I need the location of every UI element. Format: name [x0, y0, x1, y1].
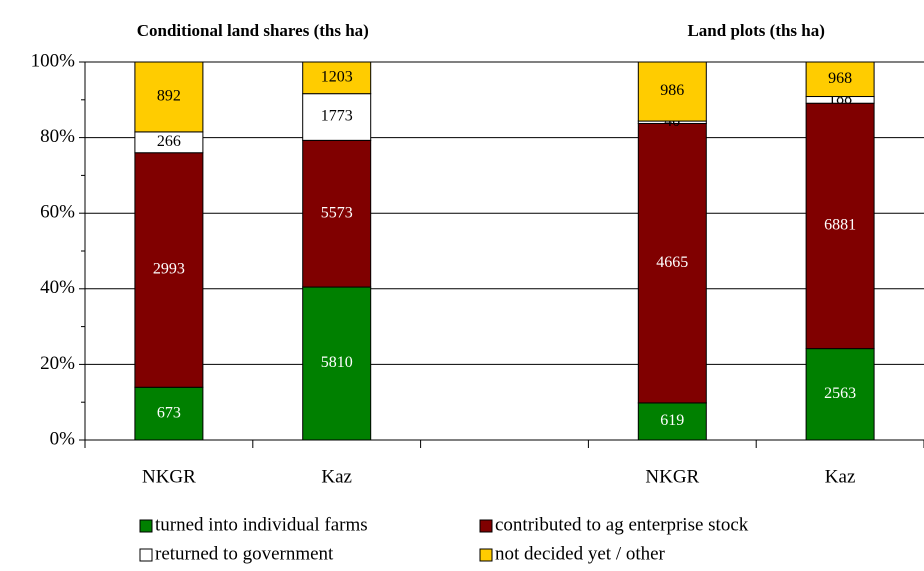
bar-segment: [805, 348, 875, 441]
x-tick-label: NKGR: [142, 466, 196, 487]
data-label: 1773: [321, 108, 353, 125]
y-tick-label: 40%: [40, 277, 75, 298]
legend-swatch: [139, 548, 153, 562]
bar-segment: [134, 61, 204, 133]
bar-segment: [302, 286, 372, 441]
legend-swatch: [479, 548, 493, 562]
bar-segment: [805, 61, 875, 98]
legend-swatch: [139, 519, 153, 533]
data-label: 673: [157, 404, 181, 421]
legend-swatch: [479, 519, 493, 533]
bar-segment: [134, 386, 204, 441]
y-tick-label: 20%: [40, 353, 75, 374]
bar-segment: [637, 122, 707, 404]
group-title: Conditional land shares (ths ha): [137, 21, 369, 40]
x-tick-label: NKGR: [645, 466, 699, 487]
y-tick-label: 100%: [31, 50, 76, 71]
bar-segment: [302, 139, 372, 288]
data-label: 2993: [153, 261, 185, 278]
y-tick-label: 60%: [40, 202, 75, 223]
data-label: 1203: [321, 69, 353, 86]
legend-label: contributed to ag enterprise stock: [495, 514, 749, 535]
data-label: 892: [157, 88, 181, 105]
x-tick-label: Kaz: [825, 466, 856, 487]
bar-segment: [805, 102, 875, 350]
data-label: 266: [157, 133, 181, 150]
data-label: 2563: [824, 385, 856, 402]
y-tick-label: 0%: [50, 428, 76, 449]
group-title: Land plots (ths ha): [687, 21, 824, 40]
data-label: 5573: [321, 204, 353, 221]
bar-segment: [134, 152, 204, 388]
data-label: 6881: [824, 217, 856, 234]
bar-segment: [637, 402, 707, 441]
bar-segment: [302, 61, 372, 95]
legend-label: not decided yet / other: [495, 543, 666, 564]
legend-label: returned to government: [155, 543, 334, 564]
data-label: 619: [660, 412, 684, 429]
data-label: 4665: [656, 254, 688, 271]
bar-segment: [302, 93, 372, 141]
y-tick-label: 80%: [40, 126, 75, 147]
data-label: 5810: [321, 354, 353, 371]
data-label: 986: [660, 82, 684, 99]
data-label: 968: [828, 70, 852, 87]
legend-label: turned into individual farms: [155, 514, 368, 535]
bar-segment: [637, 61, 707, 122]
x-tick-label: Kaz: [321, 466, 352, 487]
